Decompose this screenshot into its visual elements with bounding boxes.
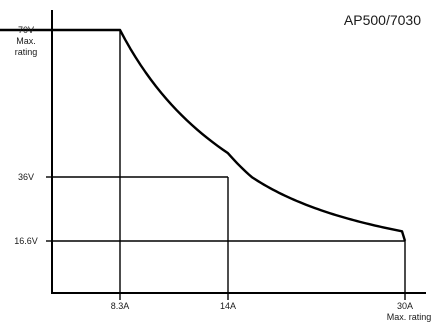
y-tick-label: 70V Max. rating [15, 25, 38, 57]
y-tick-label-line: 36V [18, 172, 34, 182]
guide-lines [46, 29, 406, 300]
x-tick-label: 8.3A [111, 301, 130, 311]
x-axis-ticks: 8.3A 14A 30A Max. rating [111, 301, 432, 322]
x-tick-label-line: 14A [220, 301, 236, 311]
series-group [0, 28, 407, 242]
axes [51, 10, 426, 294]
series-line [0, 28, 407, 242]
y-tick-label: 16.6V [14, 236, 38, 246]
y-tick-label-line: rating [15, 47, 38, 57]
y-tick-label-line: 16.6V [14, 236, 38, 246]
y-tick-label-line: Max. [16, 36, 36, 46]
x-tick-label-line: 8.3A [111, 301, 130, 311]
x-tick-label-line: Max. rating [387, 312, 432, 322]
chart-title: AP500/7030 [344, 12, 421, 28]
x-tick-label: 30A Max. rating [387, 301, 432, 322]
x-tick-label: 14A [220, 301, 236, 311]
y-tick-label: 36V [18, 172, 34, 182]
y-axis-ticks: 70V Max. rating 36V 16.6V [14, 25, 38, 246]
x-tick-label-line: 30A [397, 301, 413, 311]
y-tick-label-line: 70V [18, 25, 34, 35]
